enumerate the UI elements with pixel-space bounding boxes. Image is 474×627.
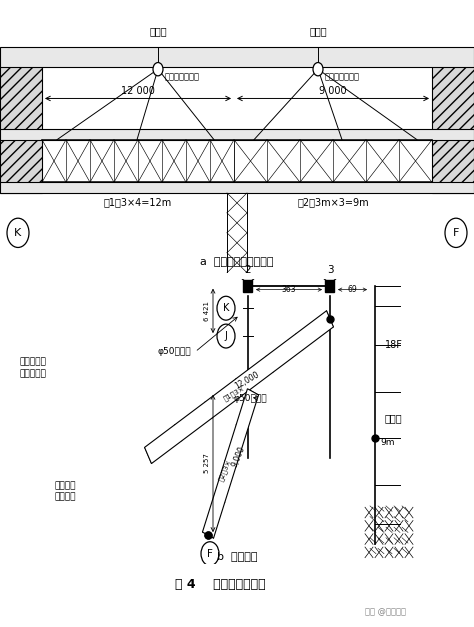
Circle shape [313,63,323,76]
Text: K: K [223,303,229,314]
Text: K: K [14,228,22,238]
Text: 18F: 18F [385,340,403,350]
Polygon shape [145,311,333,463]
Bar [0,60,42,193]
Text: 塔式起重机吊钩: 塔式起重机吊钩 [165,73,200,82]
Bar [244,280,253,292]
Circle shape [153,63,163,76]
Text: a  拆除吊点及绳孔位置: a 拆除吊点及绳孔位置 [200,257,274,267]
Text: 图 4    贝雷架拆除示意: 图 4 贝雷架拆除示意 [175,578,265,591]
Text: F: F [207,549,213,559]
Polygon shape [202,389,258,538]
Bar [432,60,474,193]
Bar [0,46,474,66]
Text: φ50吊绳孔: φ50吊绳孔 [158,347,191,357]
Text: 吊绳孔: 吊绳孔 [309,26,327,36]
Text: J: J [225,331,228,341]
Text: 拆解起吊时
贝雷架位置: 拆解起吊时 贝雷架位置 [20,357,47,378]
Bar [326,280,335,292]
Text: 69: 69 [347,285,357,294]
Text: b  拆除平面: b 拆除平面 [217,551,257,561]
Text: 第1段3×4=12m: 第1段3×4=12m [104,198,172,208]
Bar [0,182,474,193]
Text: φ50吊绳孔: φ50吊绳孔 [234,394,268,403]
Text: F: F [453,228,459,238]
Text: 12,000: 12,000 [233,370,261,391]
Text: 吊绳孔: 吊绳孔 [149,26,167,36]
Text: 第1段3×: 第1段3× [222,385,246,403]
Text: 6 421: 6 421 [204,301,210,321]
Text: 9m: 9m [380,438,394,446]
Bar [227,193,247,273]
Text: 第2段3×: 第2段3× [218,458,233,482]
Text: 9 000: 9 000 [319,86,347,96]
Text: 12 000: 12 000 [121,86,155,96]
Text: 附墙件: 附墙件 [385,413,402,423]
Text: 9,000: 9,000 [230,445,247,468]
Text: 2: 2 [245,265,251,275]
Text: 塔式起机重吊钩: 塔式起机重吊钩 [325,73,360,82]
Text: 5 257: 5 257 [204,453,210,473]
Text: 使用时贝
雷架位置: 使用时贝 雷架位置 [55,481,76,502]
Text: 3: 3 [327,265,333,275]
Text: 知乎 @结构工程: 知乎 @结构工程 [365,607,406,616]
Text: 第2段3m×3=9m: 第2段3m×3=9m [297,198,369,208]
Text: 363: 363 [282,285,296,294]
Bar [0,129,474,140]
